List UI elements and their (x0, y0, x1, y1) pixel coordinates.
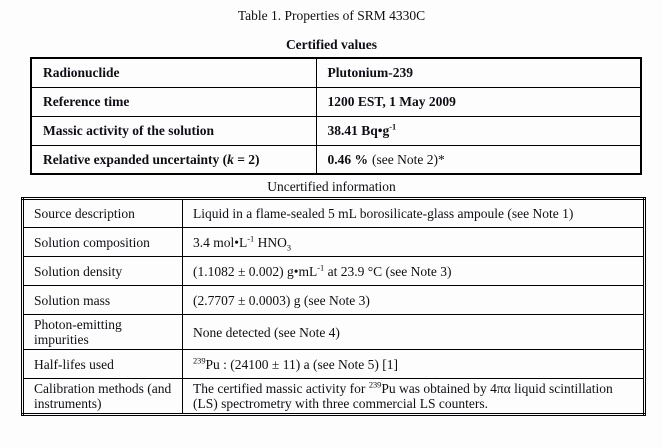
table-row: Reference time 1200 EST, 1 May 2009 (30, 86, 642, 117)
row-label-cell: Reference time (30, 86, 317, 117)
table-row: Calibration methods (and instruments) Th… (22, 378, 645, 415)
row-label-cell: Radionuclide (30, 57, 317, 88)
table-row: Half-lifes used 239Pu : (24100 ± 11) a (… (22, 349, 645, 379)
row-value-cell: Plutonium-239 (315, 57, 642, 88)
row-value-cell: 239Pu : (24100 ± 11) a (see Note 5) [1] (182, 349, 645, 379)
row-label-cell: Calibration methods (and instruments) (22, 378, 183, 415)
table-row: Radionuclide Plutonium-239 (30, 57, 642, 88)
row-label-cell: Massic activity of the solution (30, 115, 317, 146)
uncertified-information-table: Source description Liquid in a flame-sea… (21, 197, 646, 416)
row-label-cell: Solution mass (22, 285, 183, 315)
row-value-cell: (2.7707 ± 0.0003) g (see Note 3) (182, 285, 645, 315)
row-value-cell: (1.1082 ± 0.002) g•mL-1 at 23.9 °C (see … (182, 256, 645, 286)
row-label-cell: Half-lifes used (22, 349, 183, 379)
uncertified-information-heading: Uncertified information (267, 179, 396, 194)
row-label-cell: Solution density (22, 256, 183, 286)
row-value-cell: 38.41 Bq•g-1 (315, 115, 642, 146)
table-caption: Table 1. Properties of SRM 4330C (237, 8, 426, 23)
row-label-cell: Relative expanded uncertainty (k = 2) (30, 144, 317, 175)
table-row: Source description Liquid in a flame-sea… (22, 198, 645, 228)
row-label-cell: Photon-emitting impurities (22, 314, 183, 350)
table-row: Solution mass (2.7707 ± 0.0003) g (see N… (22, 285, 645, 315)
row-label-cell: Source description (22, 198, 183, 228)
row-label-cell: Solution composition (22, 227, 183, 257)
row-value-cell: 3.4 mol•L-1 HNO3 (182, 227, 645, 257)
row-value-cell: Liquid in a flame-sealed 5 mL borosilica… (182, 198, 645, 228)
row-value-cell: 0.46 % (see Note 2)* (315, 144, 642, 175)
table-row: Photon-emitting impurities None detected… (22, 314, 645, 350)
table-row: Massic activity of the solution 38.41 Bq… (30, 115, 642, 146)
table-row: Relative expanded uncertainty (k = 2) 0.… (30, 144, 642, 175)
certified-values-table: Radionuclide Plutonium-239 Reference tim… (30, 57, 642, 175)
certified-values-heading: Certified values (285, 37, 378, 52)
row-value-cell: The certified massic activity for 239Pu … (182, 378, 645, 415)
row-value-cell: 1200 EST, 1 May 2009 (315, 86, 642, 117)
table-row: Solution density (1.1082 ± 0.002) g•mL-1… (22, 256, 645, 286)
table-row: Solution composition 3.4 mol•L-1 HNO3 (22, 227, 645, 257)
row-value-cell: None detected (see Note 4) (182, 314, 645, 350)
